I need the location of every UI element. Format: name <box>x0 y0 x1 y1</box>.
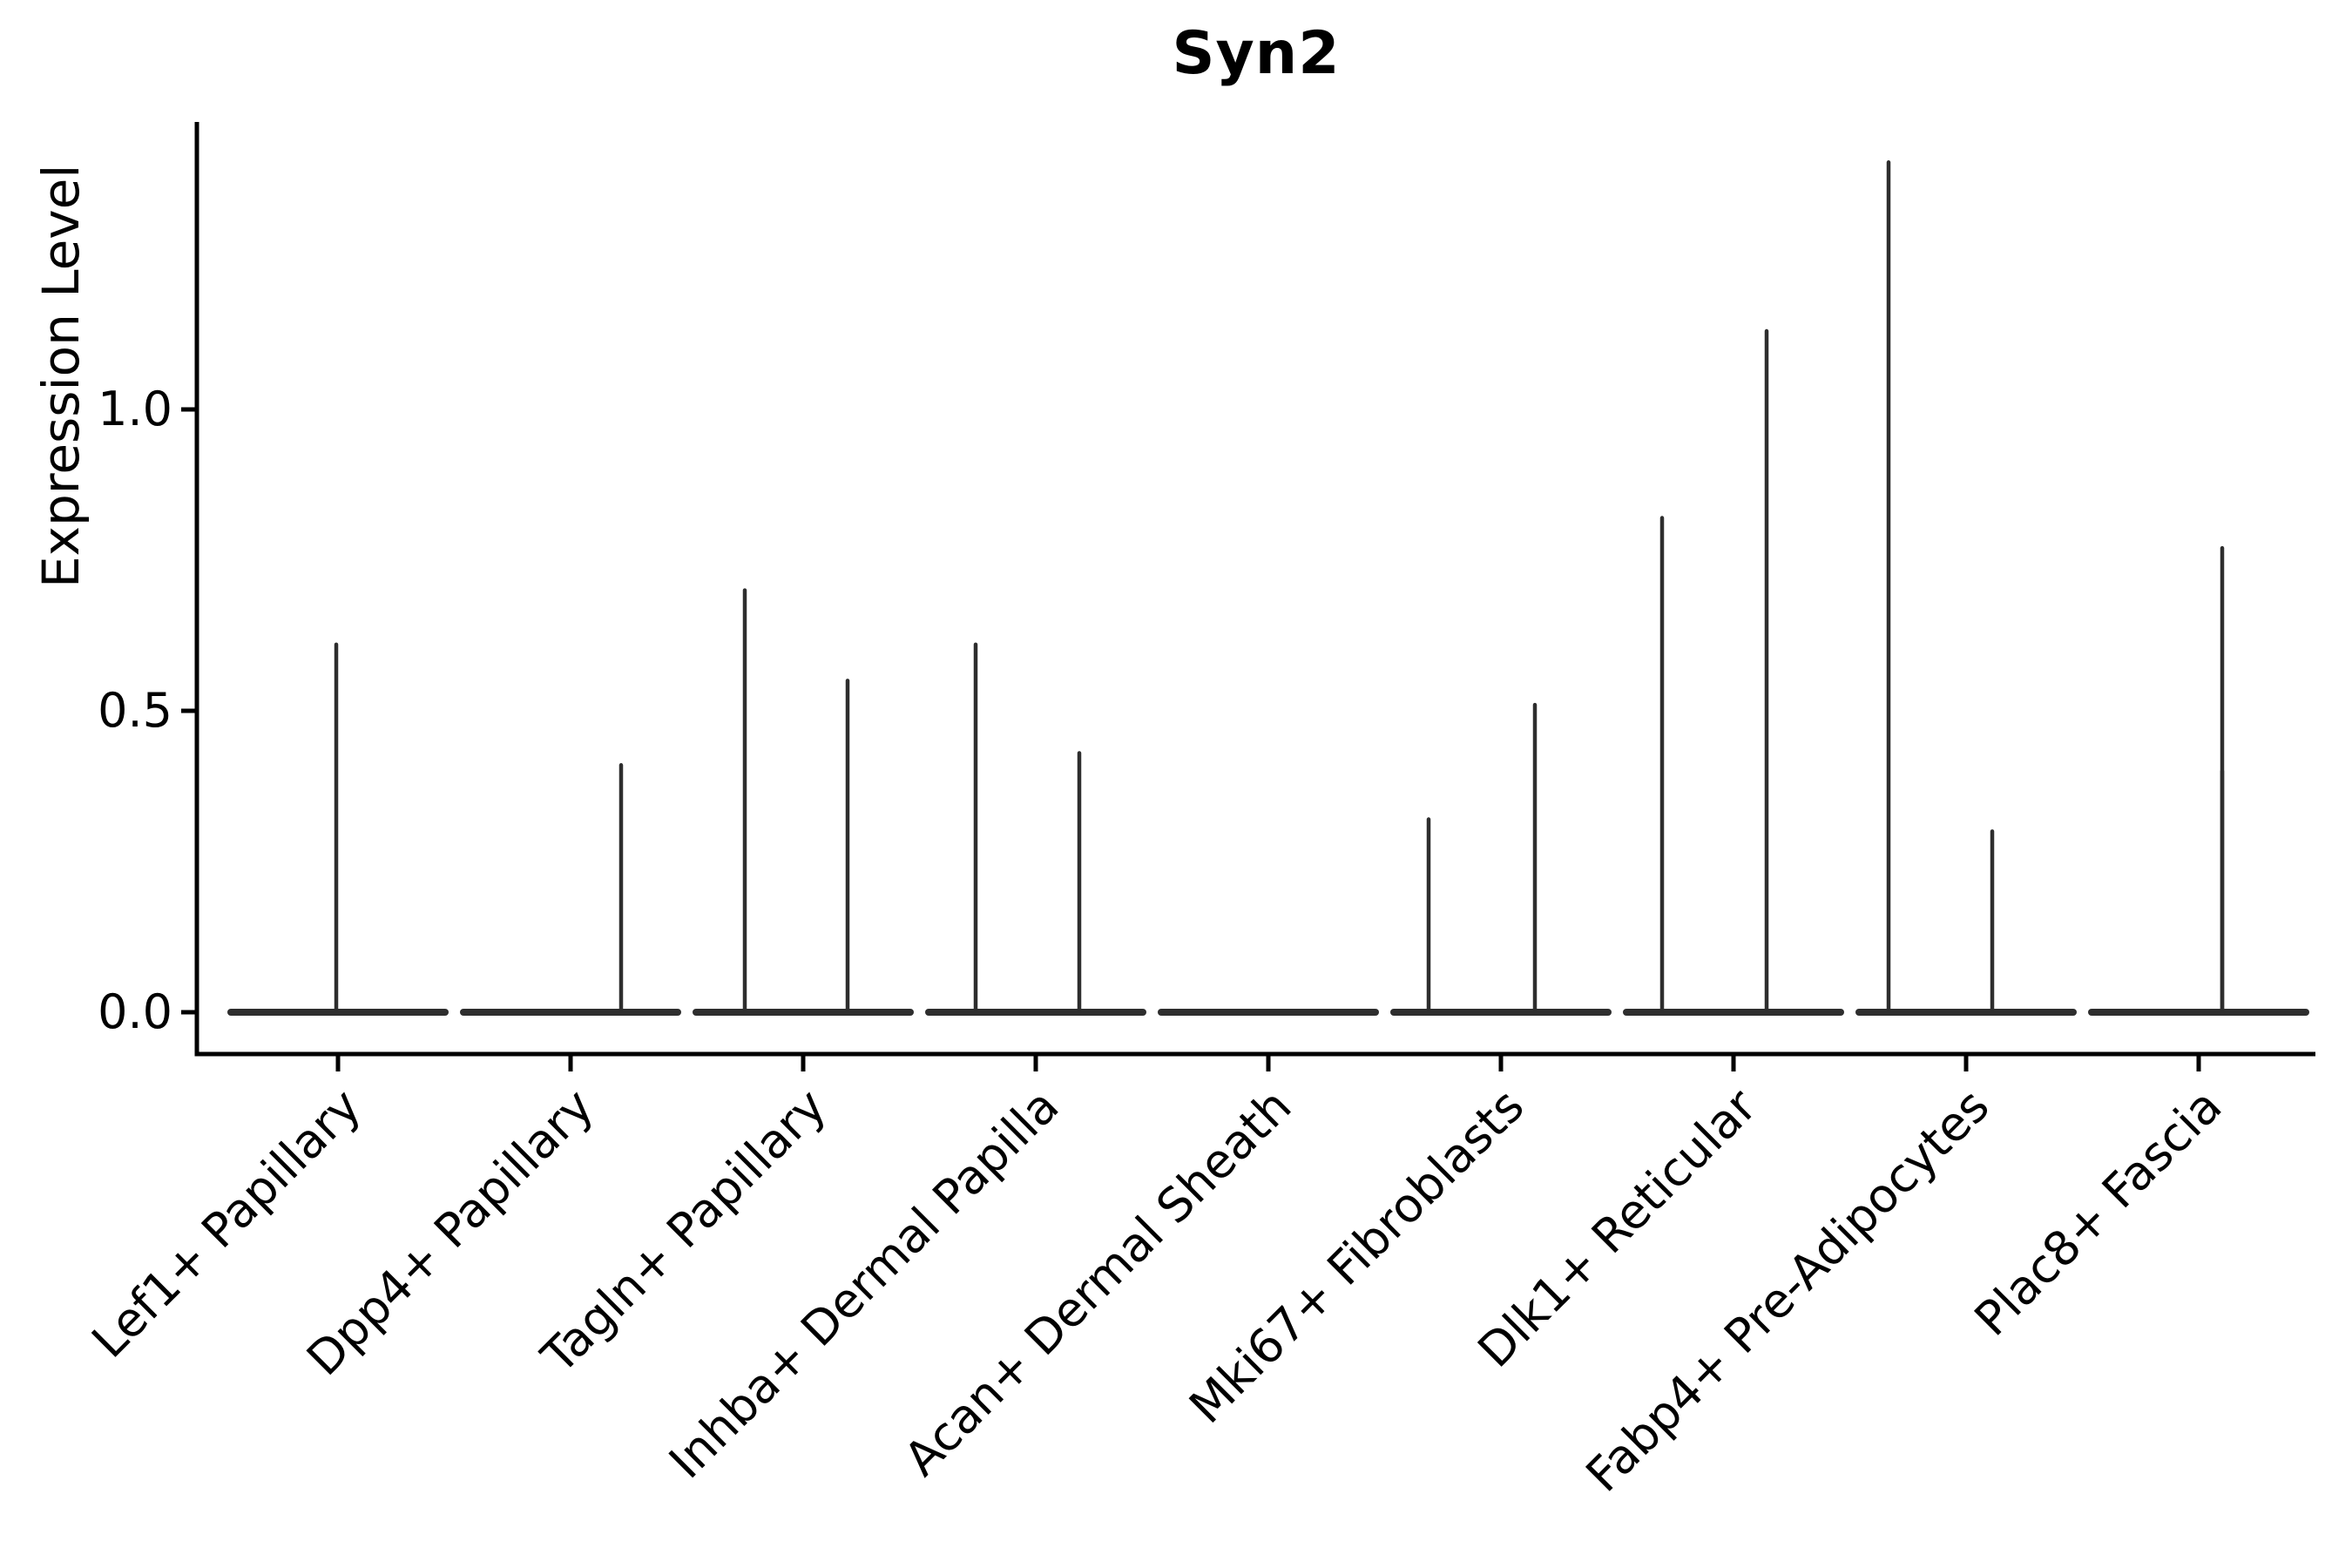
y-tick-label: 0.5 <box>98 683 172 738</box>
figure-title: Syn2 <box>1172 19 1341 88</box>
y-tick-label: 1.0 <box>98 382 172 436</box>
y-tick-label: 0.0 <box>98 984 172 1039</box>
